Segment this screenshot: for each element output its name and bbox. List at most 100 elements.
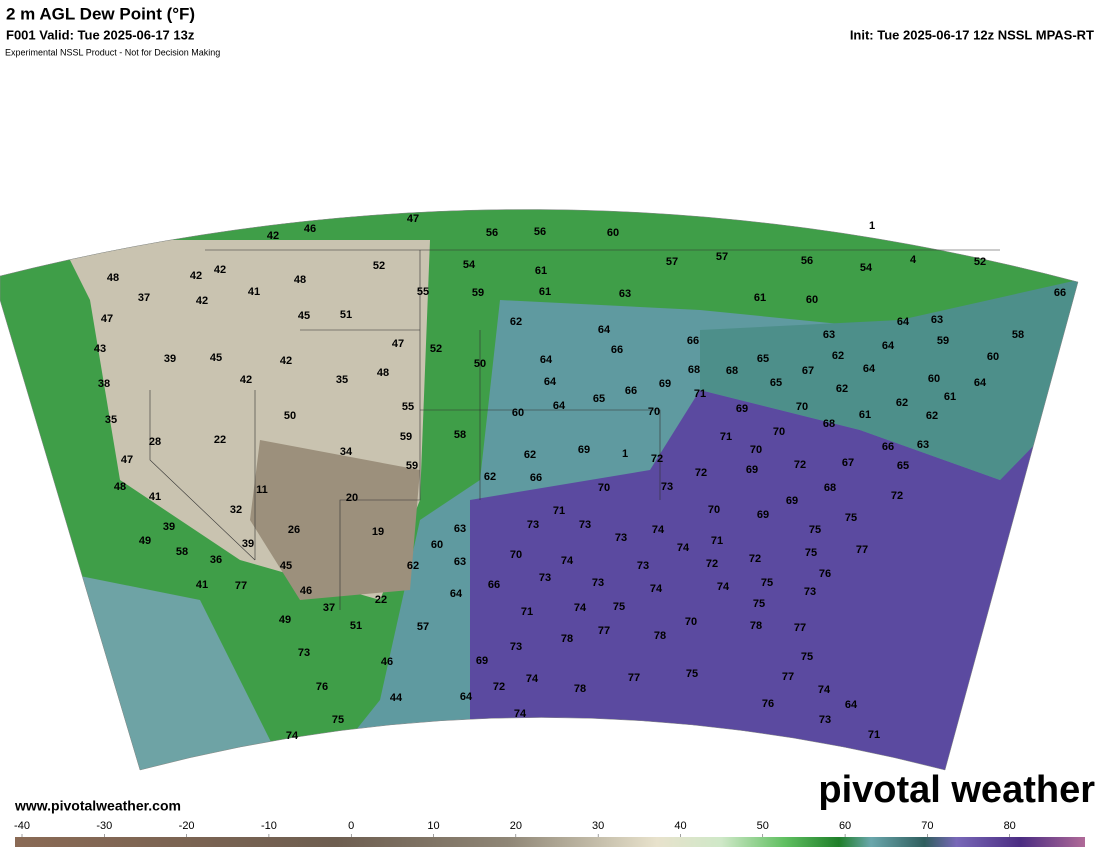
station-value: 78 xyxy=(750,620,762,632)
station-value: 59 xyxy=(406,460,418,472)
station-value: 62 xyxy=(832,350,844,362)
station-value: 75 xyxy=(332,714,344,726)
station-value: 49 xyxy=(139,535,151,547)
station-value: 72 xyxy=(493,681,505,693)
station-value: 63 xyxy=(931,314,943,326)
station-value: 1 xyxy=(622,448,628,460)
website: www.pivotalweather.com xyxy=(14,798,181,814)
station-value: 61 xyxy=(539,286,551,298)
station-value: 4 xyxy=(910,254,917,266)
station-value: 45 xyxy=(280,560,292,572)
station-value: 66 xyxy=(611,344,623,356)
station-value: 48 xyxy=(294,274,306,286)
station-value: 32 xyxy=(230,504,242,516)
station-value: 48 xyxy=(107,272,119,284)
station-value: 39 xyxy=(163,521,175,533)
station-value: 60 xyxy=(928,373,940,385)
colorbar-tick-label: 50 xyxy=(757,820,769,832)
station-value: 54 xyxy=(463,259,476,271)
colorbar-tick-label: -10 xyxy=(261,820,277,832)
station-value: 64 xyxy=(460,691,473,703)
station-value: 39 xyxy=(164,353,176,365)
station-value: 47 xyxy=(101,313,113,325)
station-value: 74 xyxy=(650,583,663,595)
station-value: 65 xyxy=(897,460,909,472)
colorbar-tick-label: -20 xyxy=(179,820,195,832)
station-value: 72 xyxy=(749,553,761,565)
station-value: 51 xyxy=(340,309,352,321)
station-value: 75 xyxy=(845,512,857,524)
station-value: 61 xyxy=(535,265,547,277)
station-value: 73 xyxy=(579,519,591,531)
station-value: 64 xyxy=(540,354,553,366)
station-value: 61 xyxy=(859,409,871,421)
station-value: 78 xyxy=(654,630,666,642)
station-value: 73 xyxy=(615,532,627,544)
station-value: 73 xyxy=(661,481,673,493)
station-value: 75 xyxy=(809,524,821,536)
station-value: 69 xyxy=(736,403,748,415)
boundaries xyxy=(149,249,1000,610)
station-value: 69 xyxy=(578,444,590,456)
station-value: 77 xyxy=(235,580,247,592)
station-value: 62 xyxy=(524,449,536,461)
station-value: 28 xyxy=(149,436,161,448)
station-value: 70 xyxy=(708,504,720,516)
station-value: 64 xyxy=(450,588,463,600)
logo: pivotal weather xyxy=(818,769,1095,811)
station-value: 76 xyxy=(316,681,328,693)
domain-outline xyxy=(0,209,1079,771)
station-value: 72 xyxy=(695,467,707,479)
init-time: Init: Tue 2025-06-17 12z NSSL MPAS-RT xyxy=(850,27,1094,42)
station-value: 48 xyxy=(114,481,126,493)
station-value: 34 xyxy=(340,446,353,458)
station-value: 64 xyxy=(845,699,858,711)
station-value: 70 xyxy=(750,444,762,456)
disclaimer: Experimental NSSL Product - Not for Deci… xyxy=(5,47,220,57)
station-value: 44 xyxy=(390,692,403,704)
station-value: 58 xyxy=(1012,329,1024,341)
station-value: 72 xyxy=(891,490,903,502)
station-value: 57 xyxy=(666,256,678,268)
station-value: 42 xyxy=(196,295,208,307)
station-value: 70 xyxy=(796,401,808,413)
station-value: 41 xyxy=(248,286,260,298)
dew-point-field xyxy=(0,209,1078,770)
station-value: 70 xyxy=(773,426,785,438)
station-value: 74 xyxy=(286,730,299,742)
colorbar-tick-label: 70 xyxy=(921,820,933,832)
station-value: 62 xyxy=(510,316,522,328)
station-value: 47 xyxy=(407,213,419,225)
station-value: 74 xyxy=(561,555,574,567)
station-value: 48 xyxy=(377,367,389,379)
station-value: 56 xyxy=(534,226,546,238)
station-value: 62 xyxy=(484,471,496,483)
station-value: 68 xyxy=(688,364,700,376)
colorbar xyxy=(15,837,1085,847)
station-value: 74 xyxy=(677,542,690,554)
station-value: 75 xyxy=(805,547,817,559)
station-value: 59 xyxy=(400,431,412,443)
colorbar-tick-label: 20 xyxy=(510,820,522,832)
station-value: 36 xyxy=(210,554,222,566)
station-value: 72 xyxy=(706,558,718,570)
station-value: 73 xyxy=(592,577,604,589)
station-value: 73 xyxy=(804,586,816,598)
station-value: 64 xyxy=(897,316,910,328)
station-value: 65 xyxy=(593,393,605,405)
station-value: 74 xyxy=(574,602,587,614)
station-value: 73 xyxy=(527,519,539,531)
station-value: 57 xyxy=(716,251,728,263)
station-value: 35 xyxy=(105,414,117,426)
station-value: 66 xyxy=(687,335,699,347)
station-value: 63 xyxy=(917,439,929,451)
station-value: 22 xyxy=(214,434,226,446)
station-value: 46 xyxy=(300,585,312,597)
station-value: 72 xyxy=(651,453,663,465)
station-value: 62 xyxy=(407,560,419,572)
station-value: 71 xyxy=(553,505,565,517)
station-value: 45 xyxy=(210,352,222,364)
station-value: 63 xyxy=(454,556,466,568)
station-value: 50 xyxy=(474,358,486,370)
